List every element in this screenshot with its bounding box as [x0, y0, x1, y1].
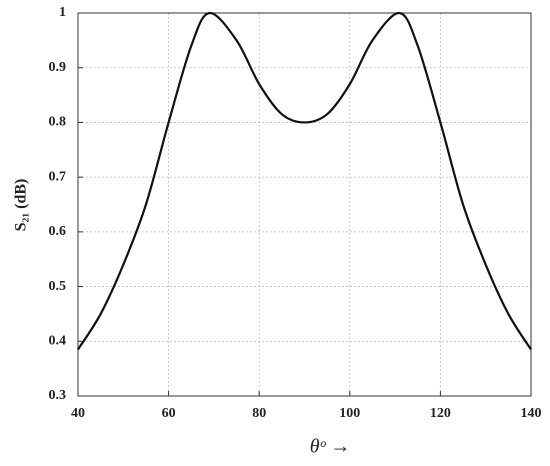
x-tick-label: 40 [71, 406, 85, 421]
y-tick-label: 1 [59, 5, 66, 20]
y-tick-label: 0.9 [49, 60, 67, 75]
y-tick-label: 0.7 [49, 169, 67, 184]
y-tick-label: 0.3 [49, 388, 67, 403]
data-line [77, 11, 532, 351]
y-tick-label: 0.6 [49, 224, 67, 239]
plot-frame [77, 12, 532, 397]
x-tick-label: 100 [339, 406, 360, 421]
x-tick-label: 140 [521, 406, 542, 421]
x-tick-label: 60 [162, 406, 176, 421]
x-tick-label: 80 [252, 406, 266, 421]
y-tick-label: 0.8 [49, 115, 67, 130]
y-tick-label: 0.5 [49, 279, 67, 294]
y-axis-label: S₂₁ (dB) [13, 179, 30, 232]
x-tick-label: 120 [430, 406, 451, 421]
x-axis-label: θᵒ → [310, 436, 351, 458]
y-tick-label: 0.4 [49, 334, 67, 349]
